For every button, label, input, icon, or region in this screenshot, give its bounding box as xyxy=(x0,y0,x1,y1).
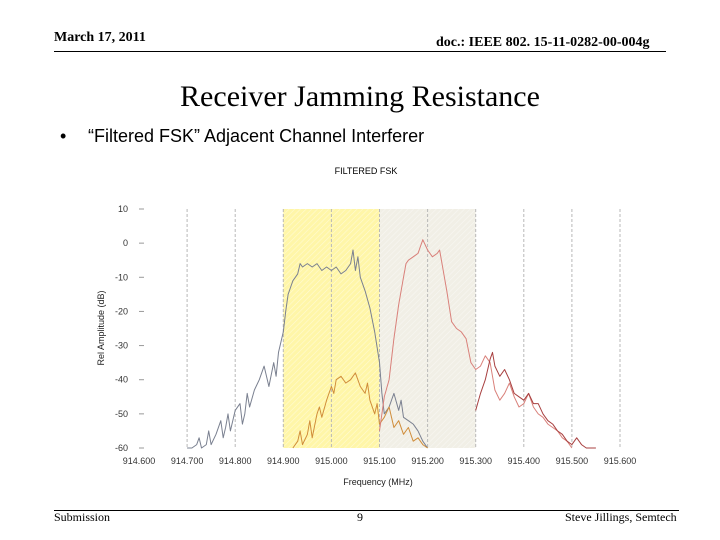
y-tick-label: -30 xyxy=(115,341,128,351)
header-date: March 17, 2011 xyxy=(54,30,146,45)
bullet-marker: • xyxy=(60,126,67,146)
series-line-3 xyxy=(475,351,596,449)
page-number: 9 xyxy=(357,510,363,524)
x-tick-labels: 914.600 914.700 914.800 914.900 915.000 915.1… xyxy=(123,456,637,466)
y-tick-label: -50 xyxy=(115,409,128,419)
x-tick-label: 914.900 xyxy=(267,456,300,466)
y-tick-label: -10 xyxy=(115,272,128,282)
footer-divider xyxy=(54,510,679,511)
footer-submission: Submission xyxy=(54,510,111,524)
x-tick-label: 914.700 xyxy=(171,456,204,466)
y-tick-label: 10 xyxy=(118,204,128,214)
header-divider xyxy=(54,51,666,52)
series-lines xyxy=(187,239,596,449)
x-tick-label: 915.600 xyxy=(604,456,637,466)
y-tick-label: 0 xyxy=(123,238,128,248)
series-line-2 xyxy=(379,239,573,449)
x-axis-label: Frequency (MHz) xyxy=(343,477,413,487)
x-tick-label: 915.400 xyxy=(508,456,541,466)
slide-title: Receiver Jamming Resistance xyxy=(180,80,540,113)
x-tick-label: 914.600 xyxy=(123,456,156,466)
header-doc-id: doc.: IEEE 802. 15-11-0282-00-004g xyxy=(436,35,650,50)
grid-lines xyxy=(139,208,621,449)
x-tick-label: 914.800 xyxy=(219,456,252,466)
bullet-text: “Filtered FSK” Adjacent Channel Interfer… xyxy=(88,126,425,146)
footer-author: Steve Jillings, Semtech xyxy=(565,510,677,524)
y-tick-label: -60 xyxy=(115,443,128,453)
y-tick-label: -20 xyxy=(115,306,128,316)
x-tick-label: 915.500 xyxy=(556,456,589,466)
y-axis-label: Rel Amplitude (dB) xyxy=(96,290,106,365)
chart-title: FILTERED FSK xyxy=(335,166,398,176)
x-tick-label: 915.100 xyxy=(363,456,396,466)
y-tick-labels: 10 0 -10 -20 -30 -40 -50 -60 xyxy=(115,204,128,453)
series-line-1 xyxy=(292,372,428,449)
series-line-0 xyxy=(187,249,429,449)
x-tick-label: 915.000 xyxy=(315,456,348,466)
x-tick-label: 915.300 xyxy=(459,456,492,466)
shaded-band-hatch-0 xyxy=(283,209,380,448)
x-tick-label: 915.200 xyxy=(411,456,444,466)
y-tick-label: -40 xyxy=(115,375,128,385)
